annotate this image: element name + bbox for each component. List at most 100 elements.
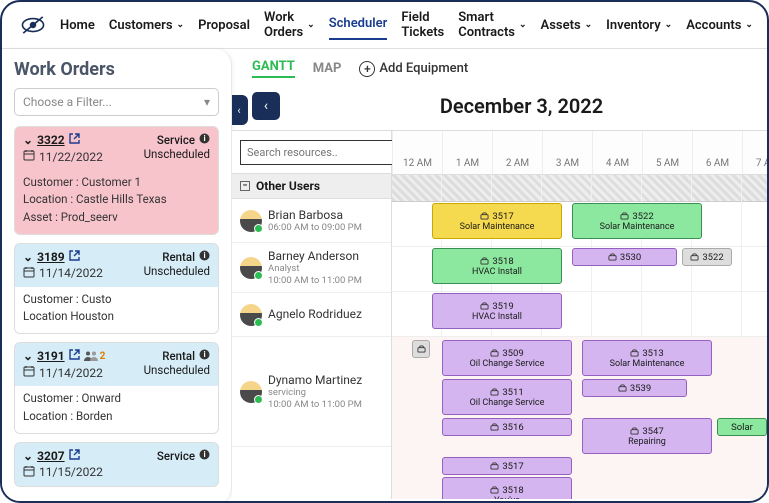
info-icon[interactable]: i (199, 449, 210, 463)
gantt-task[interactable]: 3530 (572, 248, 677, 266)
work-order-card[interactable]: ⌄3189 11/14/2022 Rentali Unscheduled Cus… (14, 243, 219, 335)
resource-name: Agnelo Rodriduez (268, 307, 362, 321)
nav-assets[interactable]: Assets⌄ (541, 10, 593, 40)
task-id: 3519 (492, 301, 513, 312)
avatar (240, 210, 262, 232)
timeline: 12 AM1 AM2 AM3 AM4 AM5 AM6 AM7 AM 3517So… (392, 131, 767, 499)
avatar (240, 381, 262, 403)
nav-smart-contracts[interactable]: Smart Contracts⌄ (458, 10, 526, 40)
work-order-status: Unscheduled (144, 147, 210, 161)
task-id: 3511 (502, 387, 523, 398)
task-label: Oil Change Service (470, 359, 545, 369)
gantt-task[interactable]: 3517 (442, 457, 572, 475)
nav-accounts[interactable]: Accounts⌄ (686, 10, 753, 40)
gantt-task[interactable]: 3509Oil Change Service (442, 340, 572, 376)
chevron-down-icon: ⌄ (177, 20, 185, 30)
nav-proposal[interactable]: Proposal (198, 10, 250, 40)
resource-hours: 10:00 AM to 11:00 PM (268, 275, 362, 286)
avatar (240, 304, 262, 326)
gantt-task[interactable]: 3513Solar Maintenance (582, 340, 712, 376)
hour-label: 6 AM (692, 131, 742, 174)
task-label: Oil Change Service (470, 398, 545, 408)
resource-subtitle: 06:00 AM to 09:00 PM (268, 222, 362, 233)
task-id: 3509 (502, 348, 523, 359)
gantt-task[interactable]: 3516 (442, 418, 572, 436)
gantt-task[interactable]: Solar (717, 418, 767, 436)
time-header: 12 AM1 AM2 AM3 AM4 AM5 AM6 AM7 AM (392, 131, 767, 175)
hour-label: 2 AM (492, 131, 542, 174)
open-icon[interactable] (69, 133, 80, 147)
search-resources-input[interactable] (240, 140, 394, 165)
tab-map[interactable]: MAP (313, 61, 342, 76)
info-icon[interactable]: i (199, 133, 210, 147)
work-orders-sidebar: Work Orders Choose a Filter... ▾ ⌄3322 1… (2, 49, 232, 503)
resource-group-header[interactable]: − Other Users (232, 173, 391, 199)
task-id: 3530 (620, 252, 641, 263)
open-icon[interactable] (69, 349, 80, 363)
work-order-id[interactable]: 3322 (37, 133, 65, 147)
work-order-date: 11/15/2022 (39, 465, 103, 479)
prev-date-button[interactable]: ‹ (252, 92, 280, 120)
nav-customers[interactable]: Customers⌄ (109, 10, 184, 40)
work-order-date: 11/14/2022 (39, 266, 103, 280)
chevron-down-icon: ⌄ (585, 20, 593, 30)
collapse-sidebar-button[interactable]: ‹ (232, 95, 248, 125)
gantt-task[interactable] (412, 340, 430, 358)
hour-label: 12 AM (392, 131, 442, 174)
open-icon[interactable] (69, 250, 80, 264)
work-order-card[interactable]: ⌄31912 11/14/2022 Rentali Unscheduled Cu… (14, 342, 219, 434)
info-icon[interactable]: i (199, 349, 210, 363)
nav-inventory[interactable]: Inventory⌄ (606, 10, 672, 40)
work-order-card[interactable]: ⌄3322 11/22/2022 Servicei Unscheduled Cu… (14, 126, 219, 235)
chevron-down-icon: ⌄ (307, 20, 315, 30)
resource-row[interactable]: Agnelo Rodriduez (232, 293, 391, 337)
svg-text:i: i (203, 134, 205, 143)
gantt-task[interactable]: 3522Solar Maintenance (572, 203, 702, 239)
task-id: 3516 (502, 422, 523, 433)
date-bar: ‹ December 3, 2022 (232, 88, 767, 130)
calendar-icon (23, 266, 35, 281)
nav-field-tickets[interactable]: Field Tickets (401, 10, 444, 40)
filter-placeholder: Choose a Filter... (23, 95, 112, 109)
timeline-row: 3518HVAC Install 3530 3522 (392, 248, 767, 292)
hour-label: 4 AM (592, 131, 642, 174)
work-order-card[interactable]: ⌄3207 11/15/2022 Servicei (14, 442, 219, 487)
nav-work-orders[interactable]: Work Orders⌄ (264, 10, 315, 40)
gantt-task[interactable]: 3522 (682, 248, 732, 266)
timeline-row: 3509Oil Change Service3513Solar Maintena… (392, 337, 767, 499)
work-order-type: Rental (162, 250, 195, 264)
task-id: 3547 (642, 426, 663, 437)
resource-row[interactable]: Brian Barbosa 06:00 AM to 09:00 PM (232, 199, 391, 243)
chevron-down-icon: ⌄ (745, 20, 753, 30)
filter-select[interactable]: Choose a Filter... ▾ (14, 88, 219, 116)
nav-scheduler[interactable]: Scheduler (329, 10, 388, 40)
resource-row[interactable]: Barney Anderson Analyst 10:00 AM to 11:0… (232, 243, 391, 293)
work-order-details: Customer : CustoLocation Houston (15, 287, 218, 334)
add-equipment-button[interactable]: + Add Equipment (359, 61, 468, 77)
gantt-task[interactable]: 3539 (582, 379, 687, 397)
info-icon[interactable]: i (199, 250, 210, 264)
gantt-task[interactable]: 3518HVAC Install (432, 248, 562, 284)
task-id: 3518 (502, 485, 523, 496)
gantt-task[interactable]: 3547Repairing (582, 418, 712, 454)
gantt-task[interactable]: 3517Solar Maintenance (432, 203, 562, 239)
resource-row[interactable]: Dynamo Martinez servicing 10:00 AM to 11… (232, 337, 391, 447)
svg-text:i: i (203, 350, 205, 359)
work-order-id[interactable]: 3191 (37, 349, 65, 363)
svg-text:i: i (203, 251, 205, 260)
gantt-task[interactable]: 3518You've (442, 477, 572, 499)
task-id: 3517 (502, 461, 523, 472)
open-icon[interactable] (69, 449, 80, 463)
gantt-task[interactable]: 3519HVAC Install (432, 293, 562, 329)
work-order-id[interactable]: 3189 (37, 250, 65, 264)
work-order-id[interactable]: 3207 (37, 449, 65, 463)
gantt-task[interactable]: 3511Oil Change Service (442, 379, 572, 415)
task-id: 3539 (630, 383, 651, 394)
task-id: 3518 (492, 256, 513, 267)
task-id: 3522 (702, 252, 723, 263)
tab-gantt[interactable]: GANTT (252, 59, 295, 78)
expand-icon: ⌄ (23, 250, 33, 264)
nav-home[interactable]: Home (60, 10, 95, 40)
resource-hours: 10:00 AM to 11:00 PM (268, 399, 362, 410)
add-equipment-label: Add Equipment (379, 61, 468, 76)
